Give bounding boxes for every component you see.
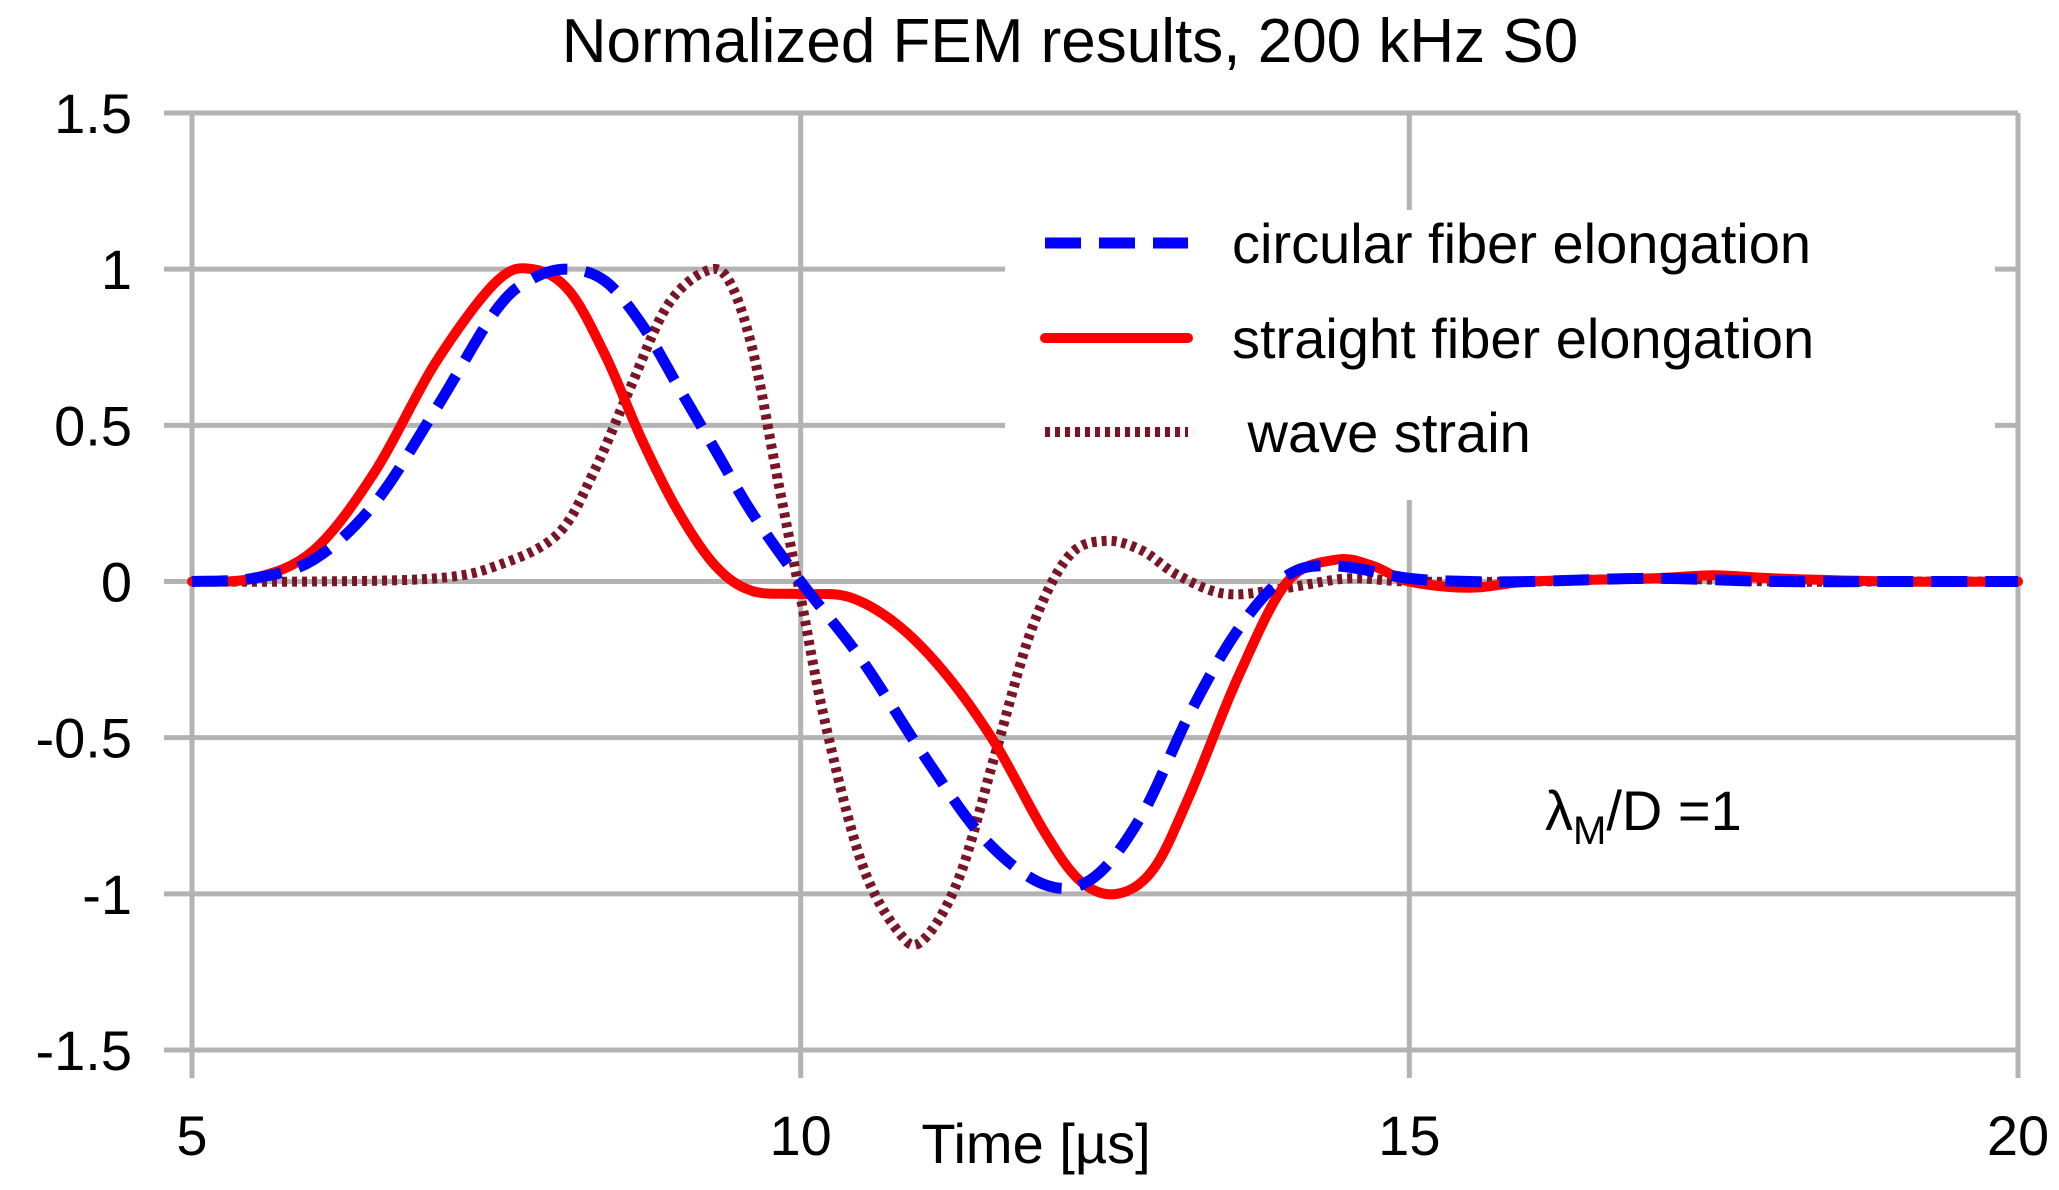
- y-tick-label: 0.5: [54, 394, 132, 457]
- x-tick-label: 15: [1378, 1104, 1440, 1167]
- series-lines: [187, 263, 2023, 951]
- x-tick-label: 5: [176, 1104, 207, 1167]
- annotation-subscript: M: [1573, 809, 1606, 853]
- y-tick-label: -1: [82, 863, 132, 926]
- x-axis-label: Time [µs]: [921, 1112, 1150, 1175]
- y-tick-label: -1.5: [36, 1019, 133, 1082]
- legend-label: circular fiber elongation: [1232, 212, 1811, 275]
- y-tick-label: -0.5: [36, 707, 133, 770]
- x-axis-tick-labels: 5 10 15 20: [176, 1104, 2049, 1167]
- y-tick-label: 1: [101, 238, 132, 301]
- y-axis-tick-labels: 1.5 1 0.5 0 -0.5 -1 -1.5: [36, 82, 133, 1082]
- annotation-rest: /D =1: [1606, 779, 1741, 842]
- x-tick-label: 10: [770, 1104, 832, 1167]
- legend-background: [1005, 210, 1995, 500]
- chart-title: Normalized FEM results, 200 kHz S0: [562, 7, 1578, 76]
- legend: circular fiber elongation straight fiber …: [1040, 212, 1814, 464]
- series-line-circular-fiber-elongation: [191, 263, 2018, 894]
- x-tick-label: 20: [1987, 1104, 2049, 1167]
- annotation-background: [1480, 760, 1770, 880]
- series-line-wave-strain: [191, 263, 2018, 951]
- annotation-lambda: λ: [1545, 779, 1573, 842]
- y-tick-label: 1.5: [54, 82, 132, 145]
- legend-label: wave strain: [1232, 401, 1531, 464]
- lambda-ratio-annotation: λM/D =1: [1545, 779, 1742, 853]
- y-tick-label: 0: [101, 551, 132, 614]
- legend-label: straight fiber elongation: [1232, 307, 1814, 370]
